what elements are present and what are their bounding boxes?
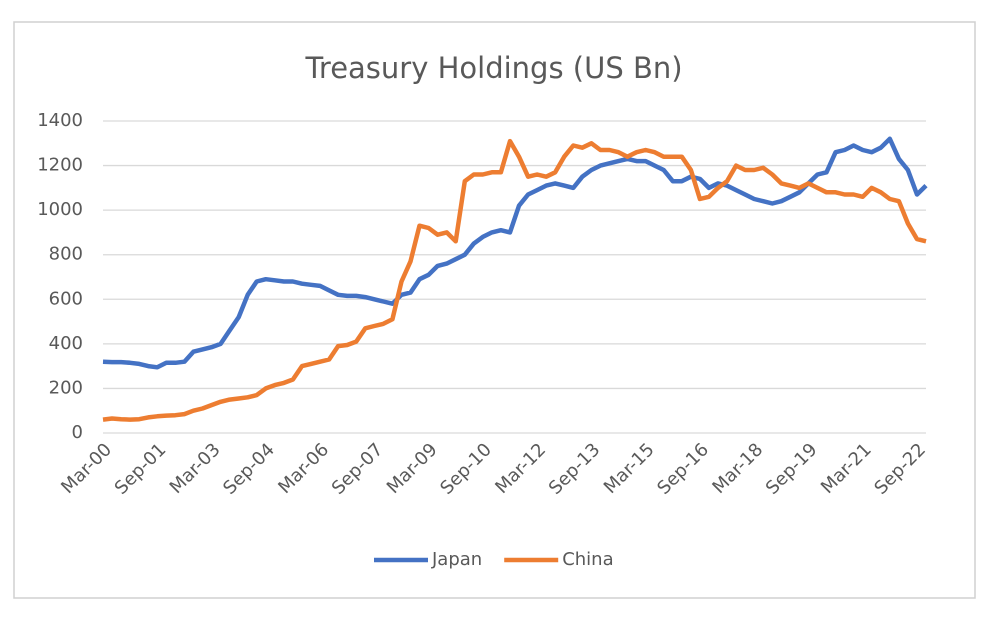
line-series <box>102 136 928 370</box>
y-tick-label: 200 <box>49 377 83 398</box>
legend-label: Japan <box>431 549 482 570</box>
y-tick-label: 800 <box>49 244 83 265</box>
y-tick-label: 1400 <box>37 110 83 131</box>
line-series <box>102 138 927 422</box>
legend-label: China <box>562 549 613 570</box>
y-tick-label: 0 <box>72 422 83 443</box>
y-tick-label: 400 <box>49 333 83 354</box>
y-tick-label: 1200 <box>37 155 83 176</box>
chart-border <box>13 21 976 599</box>
chart-title: Treasury Holdings (US Bn) <box>304 51 682 85</box>
y-tick-label: 1000 <box>37 199 83 220</box>
y-tick-label: 600 <box>49 288 83 309</box>
